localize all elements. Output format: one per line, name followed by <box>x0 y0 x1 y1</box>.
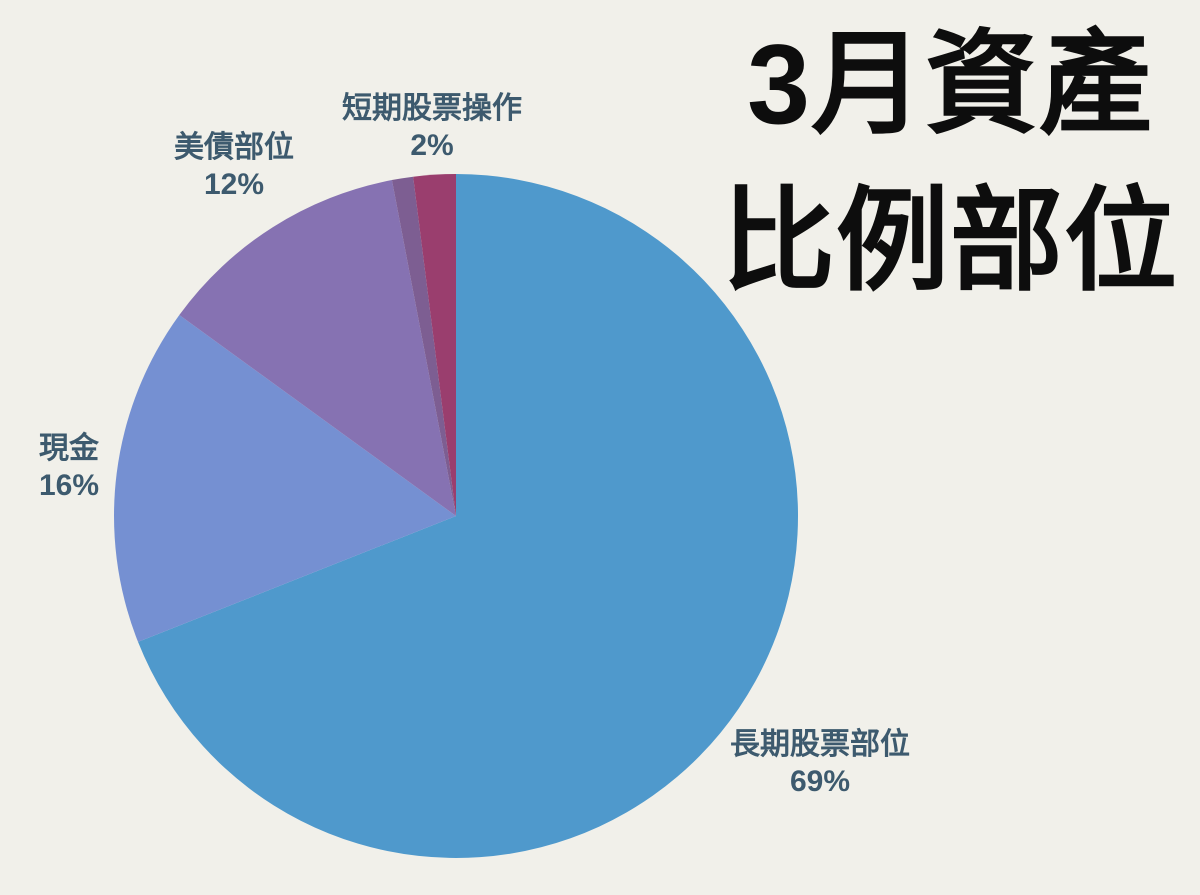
slice-label-0: 長期股票部位 69% <box>730 726 910 800</box>
slice-label-name: 短期股票操作 <box>342 92 522 125</box>
slice-label-4: 短期股票操作 2% <box>342 90 522 164</box>
pie-slice-4 <box>413 174 456 516</box>
slice-label-pct: 12% <box>203 168 265 201</box>
chart-title-line-1: 3月資產 <box>747 21 1153 147</box>
slice-label-2: 美債部位 12% <box>174 129 294 203</box>
slice-label-pct: 69% <box>789 765 851 798</box>
slice-label-1: 現金 16% <box>39 430 99 504</box>
slice-label-name: 現金 <box>38 432 99 465</box>
pie-slice-0 <box>138 174 799 858</box>
pie-slice-3 <box>391 176 456 516</box>
slice-label-pct: 2% <box>410 129 454 162</box>
slice-label-name: 美債部位 <box>174 131 294 164</box>
slice-label-name: 長期股票部位 <box>730 728 910 761</box>
slice-label-pct: 16% <box>38 469 100 502</box>
pie-slice-2 <box>179 180 456 516</box>
pie-slice-1 <box>114 314 456 642</box>
chart-title: 3月資產 比例部位 <box>706 6 1194 320</box>
chart-title-line-2: 比例部位 <box>722 178 1178 305</box>
